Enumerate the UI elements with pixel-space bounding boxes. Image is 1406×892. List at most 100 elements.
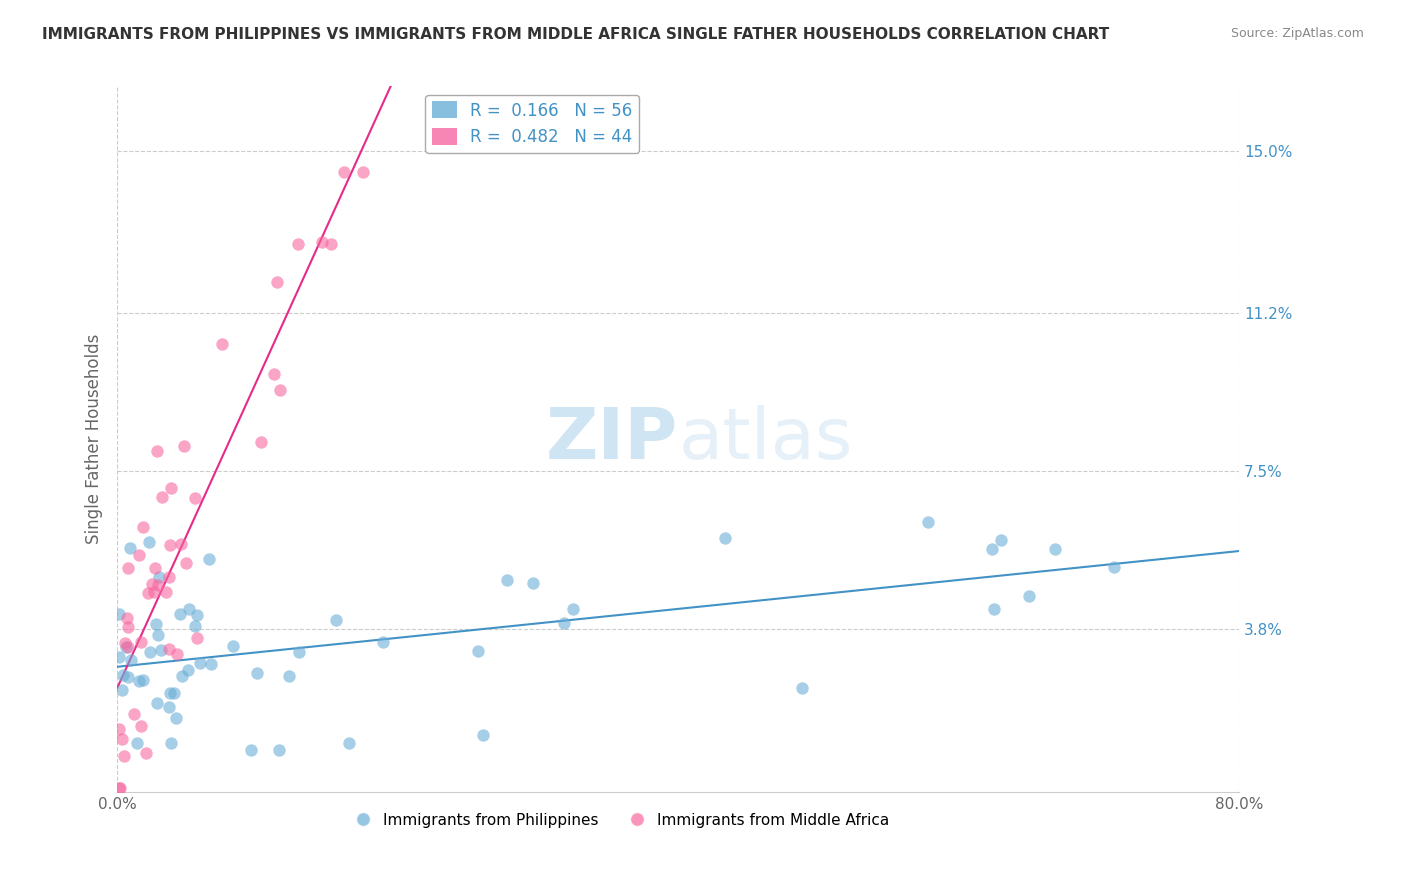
Point: [183, 619, 205, 633]
Point: [143, 561, 166, 575]
Point: [371, 635, 394, 649]
Point: [222, 640, 245, 654]
Point: [170, 669, 193, 683]
Point: [145, 617, 167, 632]
Point: [990, 533, 1012, 548]
Point: [287, 236, 309, 251]
Point: [471, 728, 494, 742]
Point: [117, 670, 139, 684]
Point: [112, 749, 135, 764]
Point: [157, 699, 180, 714]
Point: [107, 722, 129, 736]
Point: [983, 601, 1005, 615]
Point: [128, 673, 150, 688]
Point: [267, 742, 290, 756]
Point: [115, 611, 138, 625]
Point: [136, 585, 159, 599]
Point: [135, 746, 157, 760]
Point: [269, 383, 291, 397]
Point: [117, 620, 139, 634]
Point: [148, 570, 170, 584]
Point: [111, 683, 134, 698]
Point: [122, 706, 145, 721]
Point: [337, 736, 360, 750]
Y-axis label: Single Father Households: Single Father Households: [86, 334, 103, 544]
Point: [553, 615, 575, 630]
Point: [561, 601, 583, 615]
Point: [980, 541, 1002, 556]
Point: [278, 669, 301, 683]
Point: [162, 686, 184, 700]
Text: ZIP: ZIP: [546, 405, 678, 474]
Point: [150, 643, 173, 657]
Point: [138, 534, 160, 549]
Point: [240, 743, 263, 757]
Legend: Immigrants from Philippines, Immigrants from Middle Africa: Immigrants from Philippines, Immigrants …: [350, 806, 896, 834]
Point: [176, 663, 198, 677]
Point: [266, 275, 288, 289]
Point: [129, 634, 152, 648]
Point: [211, 337, 233, 351]
Point: [467, 644, 489, 658]
Text: Source: ZipAtlas.com: Source: ZipAtlas.com: [1230, 27, 1364, 40]
Point: [132, 673, 155, 687]
Point: [117, 561, 139, 575]
Point: [352, 165, 374, 179]
Point: [121, 653, 143, 667]
Point: [107, 780, 129, 795]
Point: [186, 631, 208, 645]
Point: [496, 574, 519, 588]
Point: [332, 165, 354, 179]
Point: [1104, 559, 1126, 574]
Point: [146, 628, 169, 642]
Point: [146, 696, 169, 710]
Point: [117, 640, 139, 654]
Point: [177, 602, 200, 616]
Point: [107, 650, 129, 665]
Point: [325, 614, 347, 628]
Point: [155, 584, 177, 599]
Point: [141, 576, 163, 591]
Point: [311, 235, 333, 249]
Point: [522, 576, 544, 591]
Point: [165, 711, 187, 725]
Point: [250, 434, 273, 449]
Point: [132, 520, 155, 534]
Point: [131, 719, 153, 733]
Point: [263, 367, 285, 381]
Point: [143, 585, 166, 599]
Point: [917, 516, 939, 530]
Point: [166, 648, 188, 662]
Point: [148, 577, 170, 591]
Point: [1045, 541, 1067, 556]
Point: [169, 607, 191, 621]
Point: [108, 780, 131, 795]
Point: [1018, 589, 1040, 603]
Point: [246, 666, 269, 681]
Point: [170, 536, 193, 550]
Point: [173, 439, 195, 453]
Point: [107, 607, 129, 621]
Point: [174, 556, 197, 570]
Point: [184, 491, 207, 505]
Point: [146, 444, 169, 458]
Text: atlas: atlas: [678, 405, 852, 474]
Point: [118, 541, 141, 555]
Point: [159, 686, 181, 700]
Point: [200, 657, 222, 672]
Point: [125, 735, 148, 749]
Point: [159, 538, 181, 552]
Point: [128, 549, 150, 563]
Text: IMMIGRANTS FROM PHILIPPINES VS IMMIGRANTS FROM MIDDLE AFRICA SINGLE FATHER HOUSE: IMMIGRANTS FROM PHILIPPINES VS IMMIGRANT…: [42, 27, 1109, 42]
Point: [198, 551, 221, 566]
Point: [319, 237, 342, 252]
Point: [288, 645, 311, 659]
Point: [792, 681, 814, 695]
Point: [159, 481, 181, 495]
Point: [150, 491, 173, 505]
Point: [110, 731, 132, 746]
Point: [139, 645, 162, 659]
Point: [114, 636, 136, 650]
Point: [157, 642, 180, 657]
Point: [188, 656, 211, 670]
